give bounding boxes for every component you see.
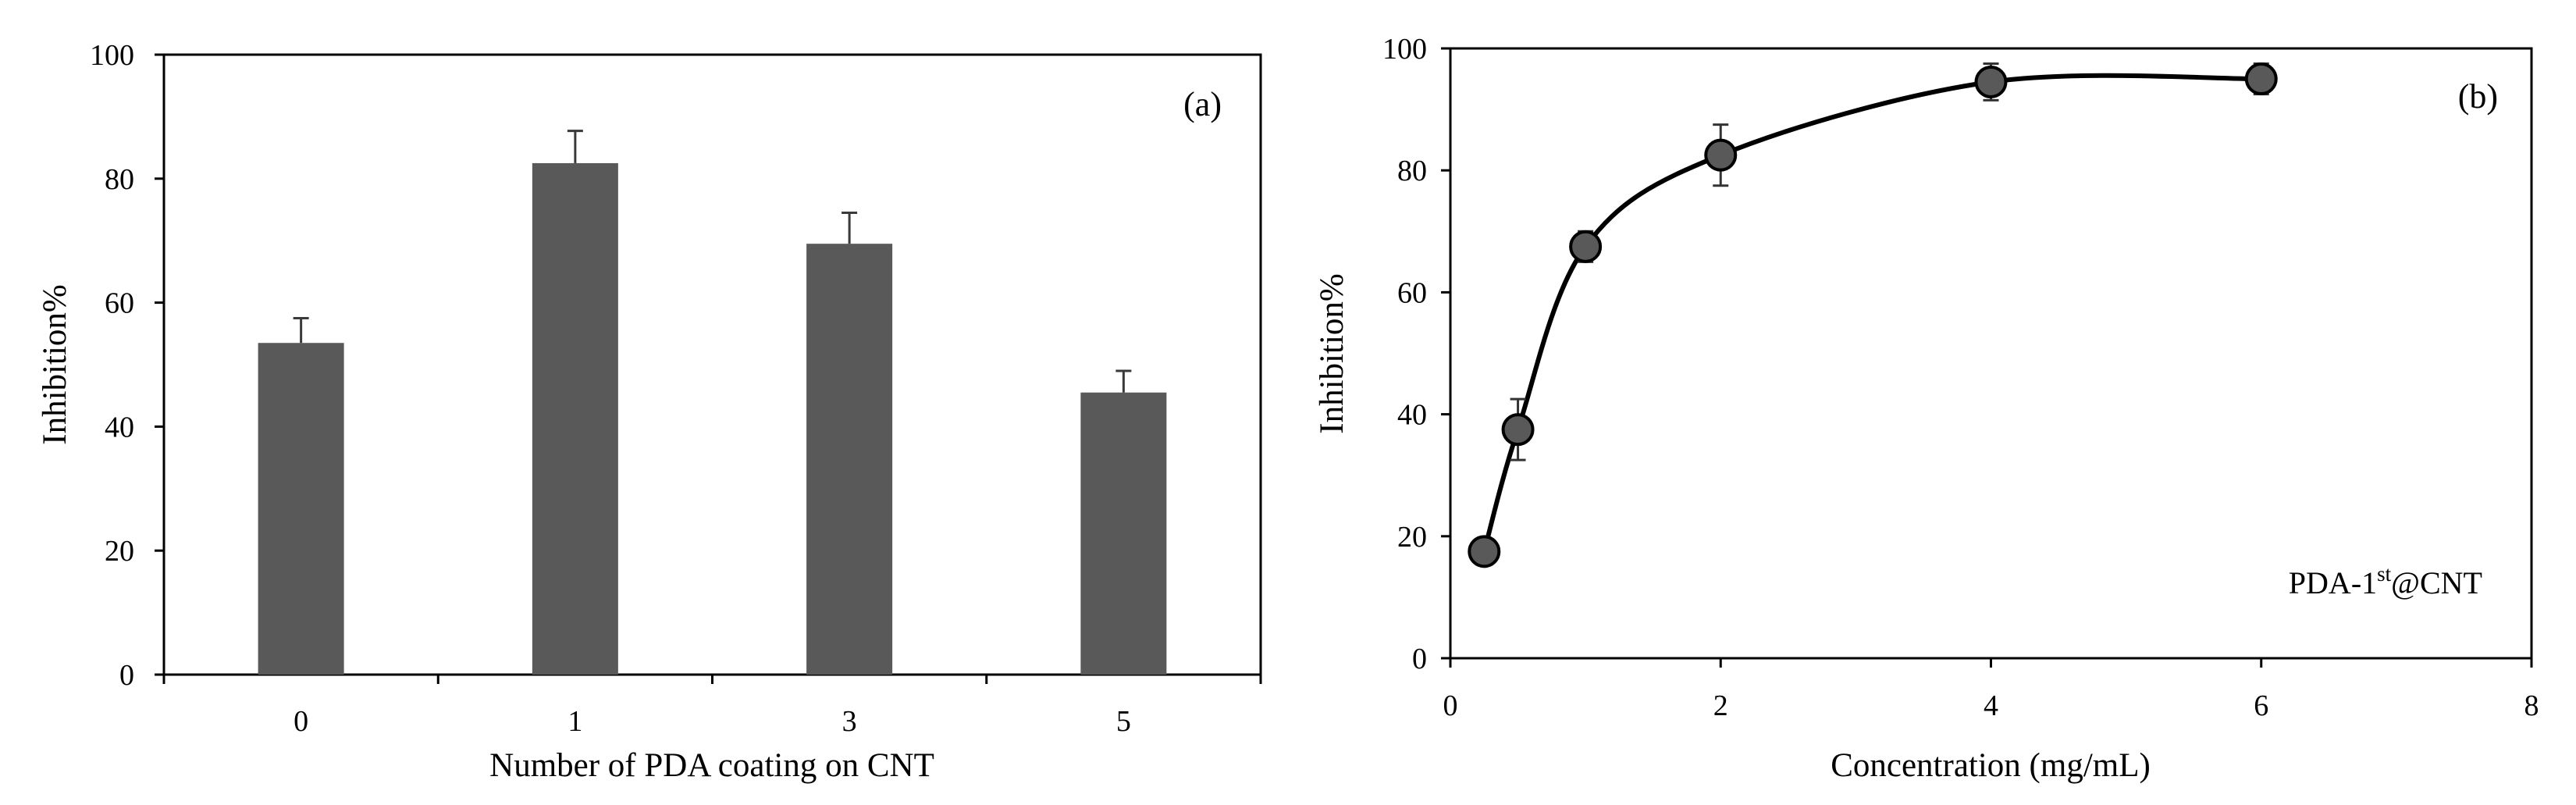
chart-b-point bbox=[1974, 65, 2008, 98]
chart-b-point bbox=[1501, 413, 1535, 447]
chart-a-x-tick-label: 1 bbox=[568, 705, 582, 738]
chart-b: 0 20 40 60 80 100 0 2 4 6 8 (b) PDA-1st@CNT Conce… bbox=[1314, 33, 2539, 784]
chart-b-annotation: PDA-1st@CNT bbox=[2289, 562, 2482, 600]
chart-b-x-tick-label: 2 bbox=[1713, 689, 1728, 722]
chart-b-point bbox=[1704, 138, 1738, 172]
chart-b-y-tick-label: 20 bbox=[1397, 521, 1427, 554]
chart-b-points bbox=[1468, 62, 2278, 568]
chart-b-point bbox=[2244, 62, 2278, 96]
chart-b-y-tick-label: 100 bbox=[1382, 33, 1427, 66]
chart-a-y-tick-label: 40 bbox=[105, 411, 134, 443]
chart-a-y-tick-label: 100 bbox=[90, 39, 134, 72]
chart-b-y-tick-label: 80 bbox=[1397, 155, 1427, 187]
chart-b-x-tick-label: 4 bbox=[1984, 689, 1998, 722]
chart-b-point bbox=[1569, 230, 1603, 263]
chart-b-y-tick-label: 0 bbox=[1412, 643, 1427, 675]
chart-a-bar bbox=[806, 244, 893, 675]
chart-a-y-tick-label: 60 bbox=[105, 287, 134, 320]
chart-a-y-axis-label: Inhibition% bbox=[37, 284, 73, 444]
chart-b-x-tick-label: 6 bbox=[2254, 689, 2268, 722]
chart-a-panel-label: (a) bbox=[1183, 85, 1222, 123]
chart-b-x-axis: 0 2 4 6 8 bbox=[1443, 658, 2539, 722]
chart-b-fit-curve bbox=[1482, 73, 2264, 554]
chart-b-x-tick-label: 0 bbox=[1443, 689, 1458, 722]
chart-b-y-tick-label: 40 bbox=[1397, 399, 1427, 432]
chart-a-bar bbox=[532, 162, 618, 675]
chart-a-y-axis: 0 20 40 60 80 100 bbox=[90, 39, 164, 692]
chart-b-x-tick-label: 8 bbox=[2524, 689, 2539, 722]
chart-a-x-tick-label: 3 bbox=[842, 705, 857, 738]
chart-b-annotation-suffix: @CNT bbox=[2391, 565, 2482, 600]
chart-a-bar bbox=[258, 343, 344, 675]
chart-a-x-tick-label: 0 bbox=[294, 705, 308, 738]
chart-b-annotation-superscript: st bbox=[2377, 562, 2392, 586]
chart-a: 0 20 40 60 80 100 0 1 3 5 (a) Number of PDA coat… bbox=[37, 39, 1262, 784]
chart-b-x-axis-label: Concentration (mg/mL) bbox=[1831, 747, 2151, 784]
chart-a-y-tick-label: 80 bbox=[105, 163, 134, 196]
chart-b-y-tick-label: 60 bbox=[1397, 276, 1427, 309]
chart-b-point bbox=[1468, 535, 1501, 568]
chart-b-panel-label: (b) bbox=[2458, 77, 2498, 116]
chart-b-y-axis-label: Inhibition% bbox=[1314, 273, 1350, 433]
chart-b-annotation-prefix: PDA-1 bbox=[2289, 565, 2377, 600]
chart-b-y-axis: 0 20 40 60 80 100 bbox=[1382, 33, 1450, 675]
chart-a-y-tick-label: 0 bbox=[119, 659, 134, 692]
chart-a-y-tick-label: 20 bbox=[105, 535, 134, 568]
chart-a-x-tick-label: 5 bbox=[1116, 705, 1131, 738]
chart-a-bars bbox=[258, 130, 1167, 675]
chart-a-x-axis-label: Number of PDA coating on CNT bbox=[489, 747, 934, 784]
chart-a-x-axis: 0 1 3 5 bbox=[162, 675, 1262, 738]
chart-a-bar bbox=[1080, 392, 1167, 675]
